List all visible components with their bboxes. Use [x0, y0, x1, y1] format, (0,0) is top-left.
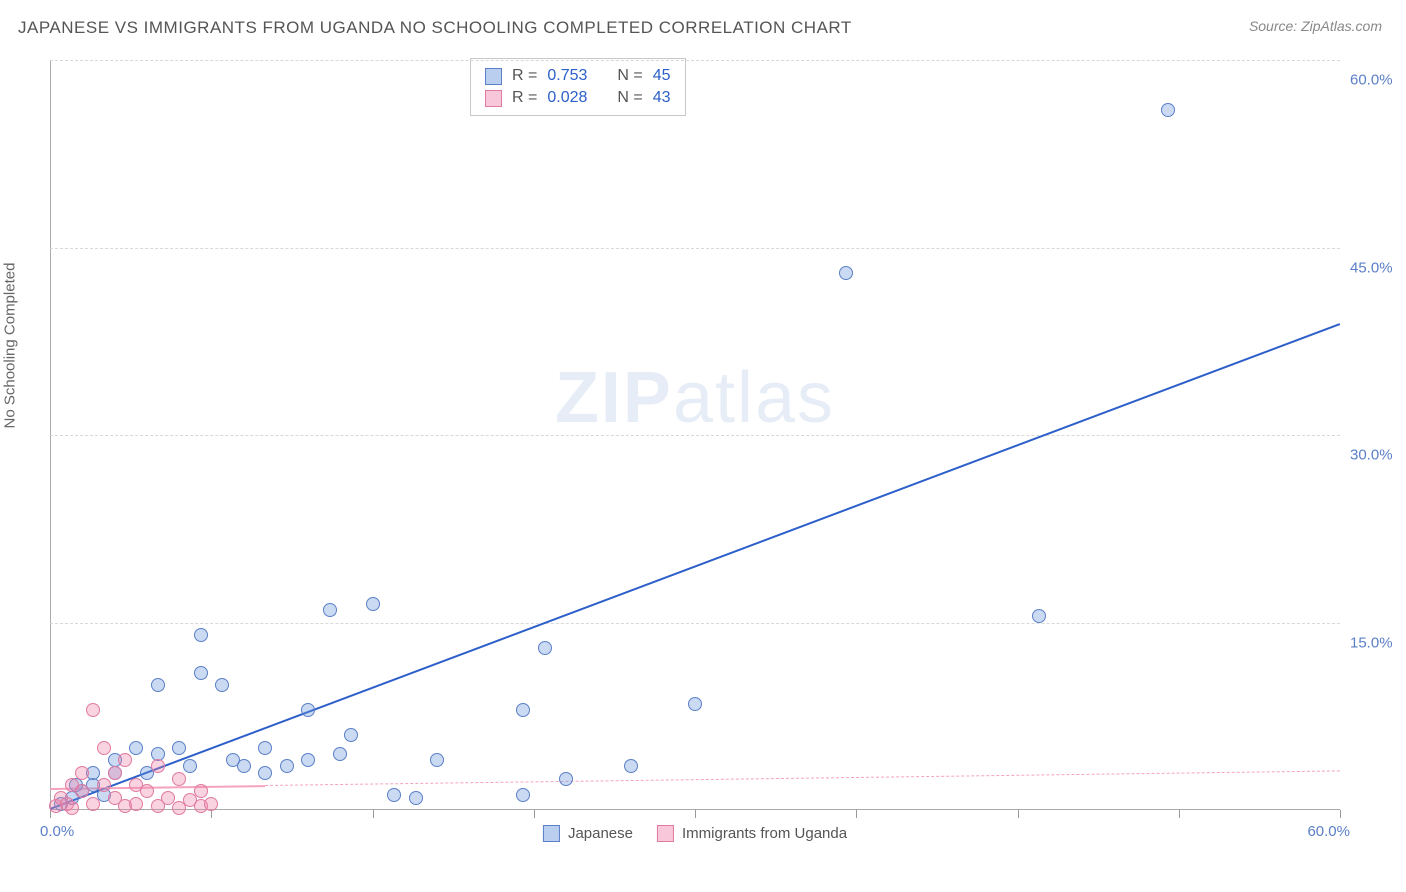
- scatter-point: [258, 741, 272, 755]
- scatter-point: [344, 728, 358, 742]
- swatch-icon: [485, 68, 502, 85]
- x-tick: [856, 810, 857, 818]
- y-axis-label: No Schooling Completed: [2, 263, 19, 429]
- x-tick: [534, 810, 535, 818]
- stat-n-value: 45: [653, 67, 671, 85]
- scatter-point: [151, 678, 165, 692]
- scatter-point: [194, 784, 208, 798]
- scatter-point: [323, 603, 337, 617]
- scatter-point: [688, 697, 702, 711]
- correlation-stats-box: R = 0.753 N = 45 R = 0.028 N = 43: [470, 58, 686, 116]
- scatter-point: [280, 759, 294, 773]
- x-axis-min-label: 0.0%: [40, 823, 74, 840]
- scatter-point: [301, 753, 315, 767]
- scatter-point: [387, 788, 401, 802]
- legend-item: Japanese: [543, 825, 633, 842]
- chart-plot-area: ZIPatlas 0.0% 60.0% R = 0.753 N = 45 R =: [50, 60, 1340, 810]
- x-tick: [373, 810, 374, 818]
- stat-r-label: R =: [512, 67, 537, 85]
- stat-r-label: R =: [512, 89, 537, 107]
- scatter-point: [258, 766, 272, 780]
- trend-line: [265, 770, 1340, 786]
- scatter-point: [204, 797, 218, 811]
- stats-row: R = 0.028 N = 43: [485, 87, 671, 109]
- bottom-legend: Japanese Immigrants from Uganda: [543, 825, 847, 842]
- y-tick-label: 15.0%: [1350, 634, 1406, 651]
- scatter-point: [516, 788, 530, 802]
- scatter-point: [409, 791, 423, 805]
- scatter-point: [129, 797, 143, 811]
- scatter-point: [65, 801, 79, 815]
- x-tick: [695, 810, 696, 818]
- gridline: [50, 248, 1340, 249]
- chart-title: JAPANESE VS IMMIGRANTS FROM UGANDA NO SC…: [18, 18, 852, 38]
- scatter-point: [97, 778, 111, 792]
- x-axis-max-label: 60.0%: [1307, 823, 1350, 840]
- scatter-point: [108, 766, 122, 780]
- swatch-icon: [543, 825, 560, 842]
- scatter-point: [75, 784, 89, 798]
- scatter-point: [97, 741, 111, 755]
- scatter-point: [559, 772, 573, 786]
- gridline: [50, 623, 1340, 624]
- scatter-point: [333, 747, 347, 761]
- trend-line: [50, 323, 1341, 810]
- y-tick-label: 30.0%: [1350, 447, 1406, 464]
- scatter-point: [75, 766, 89, 780]
- stat-n-label: N =: [617, 89, 642, 107]
- stat-n-label: N =: [617, 67, 642, 85]
- x-tick: [1179, 810, 1180, 818]
- scatter-point: [86, 797, 100, 811]
- scatter-point: [118, 753, 132, 767]
- y-tick-label: 60.0%: [1350, 72, 1406, 89]
- source-attribution: Source: ZipAtlas.com: [1249, 18, 1382, 34]
- scatter-point: [183, 759, 197, 773]
- legend-label: Japanese: [568, 825, 633, 842]
- stat-n-value: 43: [653, 89, 671, 107]
- scatter-point: [237, 759, 251, 773]
- x-tick: [1018, 810, 1019, 818]
- scatter-point: [215, 678, 229, 692]
- gridline: [50, 435, 1340, 436]
- scatter-point: [624, 759, 638, 773]
- scatter-point: [194, 666, 208, 680]
- scatter-point: [1161, 103, 1175, 117]
- legend-item: Immigrants from Uganda: [657, 825, 847, 842]
- scatter-point: [366, 597, 380, 611]
- scatter-point: [839, 266, 853, 280]
- watermark-text: ZIPatlas: [555, 357, 835, 439]
- stat-r-value: 0.753: [547, 67, 587, 85]
- scatter-point: [430, 753, 444, 767]
- stats-row: R = 0.753 N = 45: [485, 65, 671, 87]
- scatter-point: [140, 784, 154, 798]
- x-tick: [211, 810, 212, 818]
- scatter-point: [516, 703, 530, 717]
- scatter-point: [172, 741, 186, 755]
- scatter-point: [129, 741, 143, 755]
- stat-r-value: 0.028: [547, 89, 587, 107]
- legend-label: Immigrants from Uganda: [682, 825, 847, 842]
- swatch-icon: [657, 825, 674, 842]
- scatter-point: [172, 772, 186, 786]
- x-tick: [1340, 810, 1341, 818]
- y-tick-label: 45.0%: [1350, 259, 1406, 276]
- scatter-point: [86, 703, 100, 717]
- scatter-point: [151, 759, 165, 773]
- scatter-point: [538, 641, 552, 655]
- scatter-point: [1032, 609, 1046, 623]
- gridline: [50, 60, 1340, 61]
- scatter-point: [301, 703, 315, 717]
- swatch-icon: [485, 90, 502, 107]
- scatter-point: [194, 628, 208, 642]
